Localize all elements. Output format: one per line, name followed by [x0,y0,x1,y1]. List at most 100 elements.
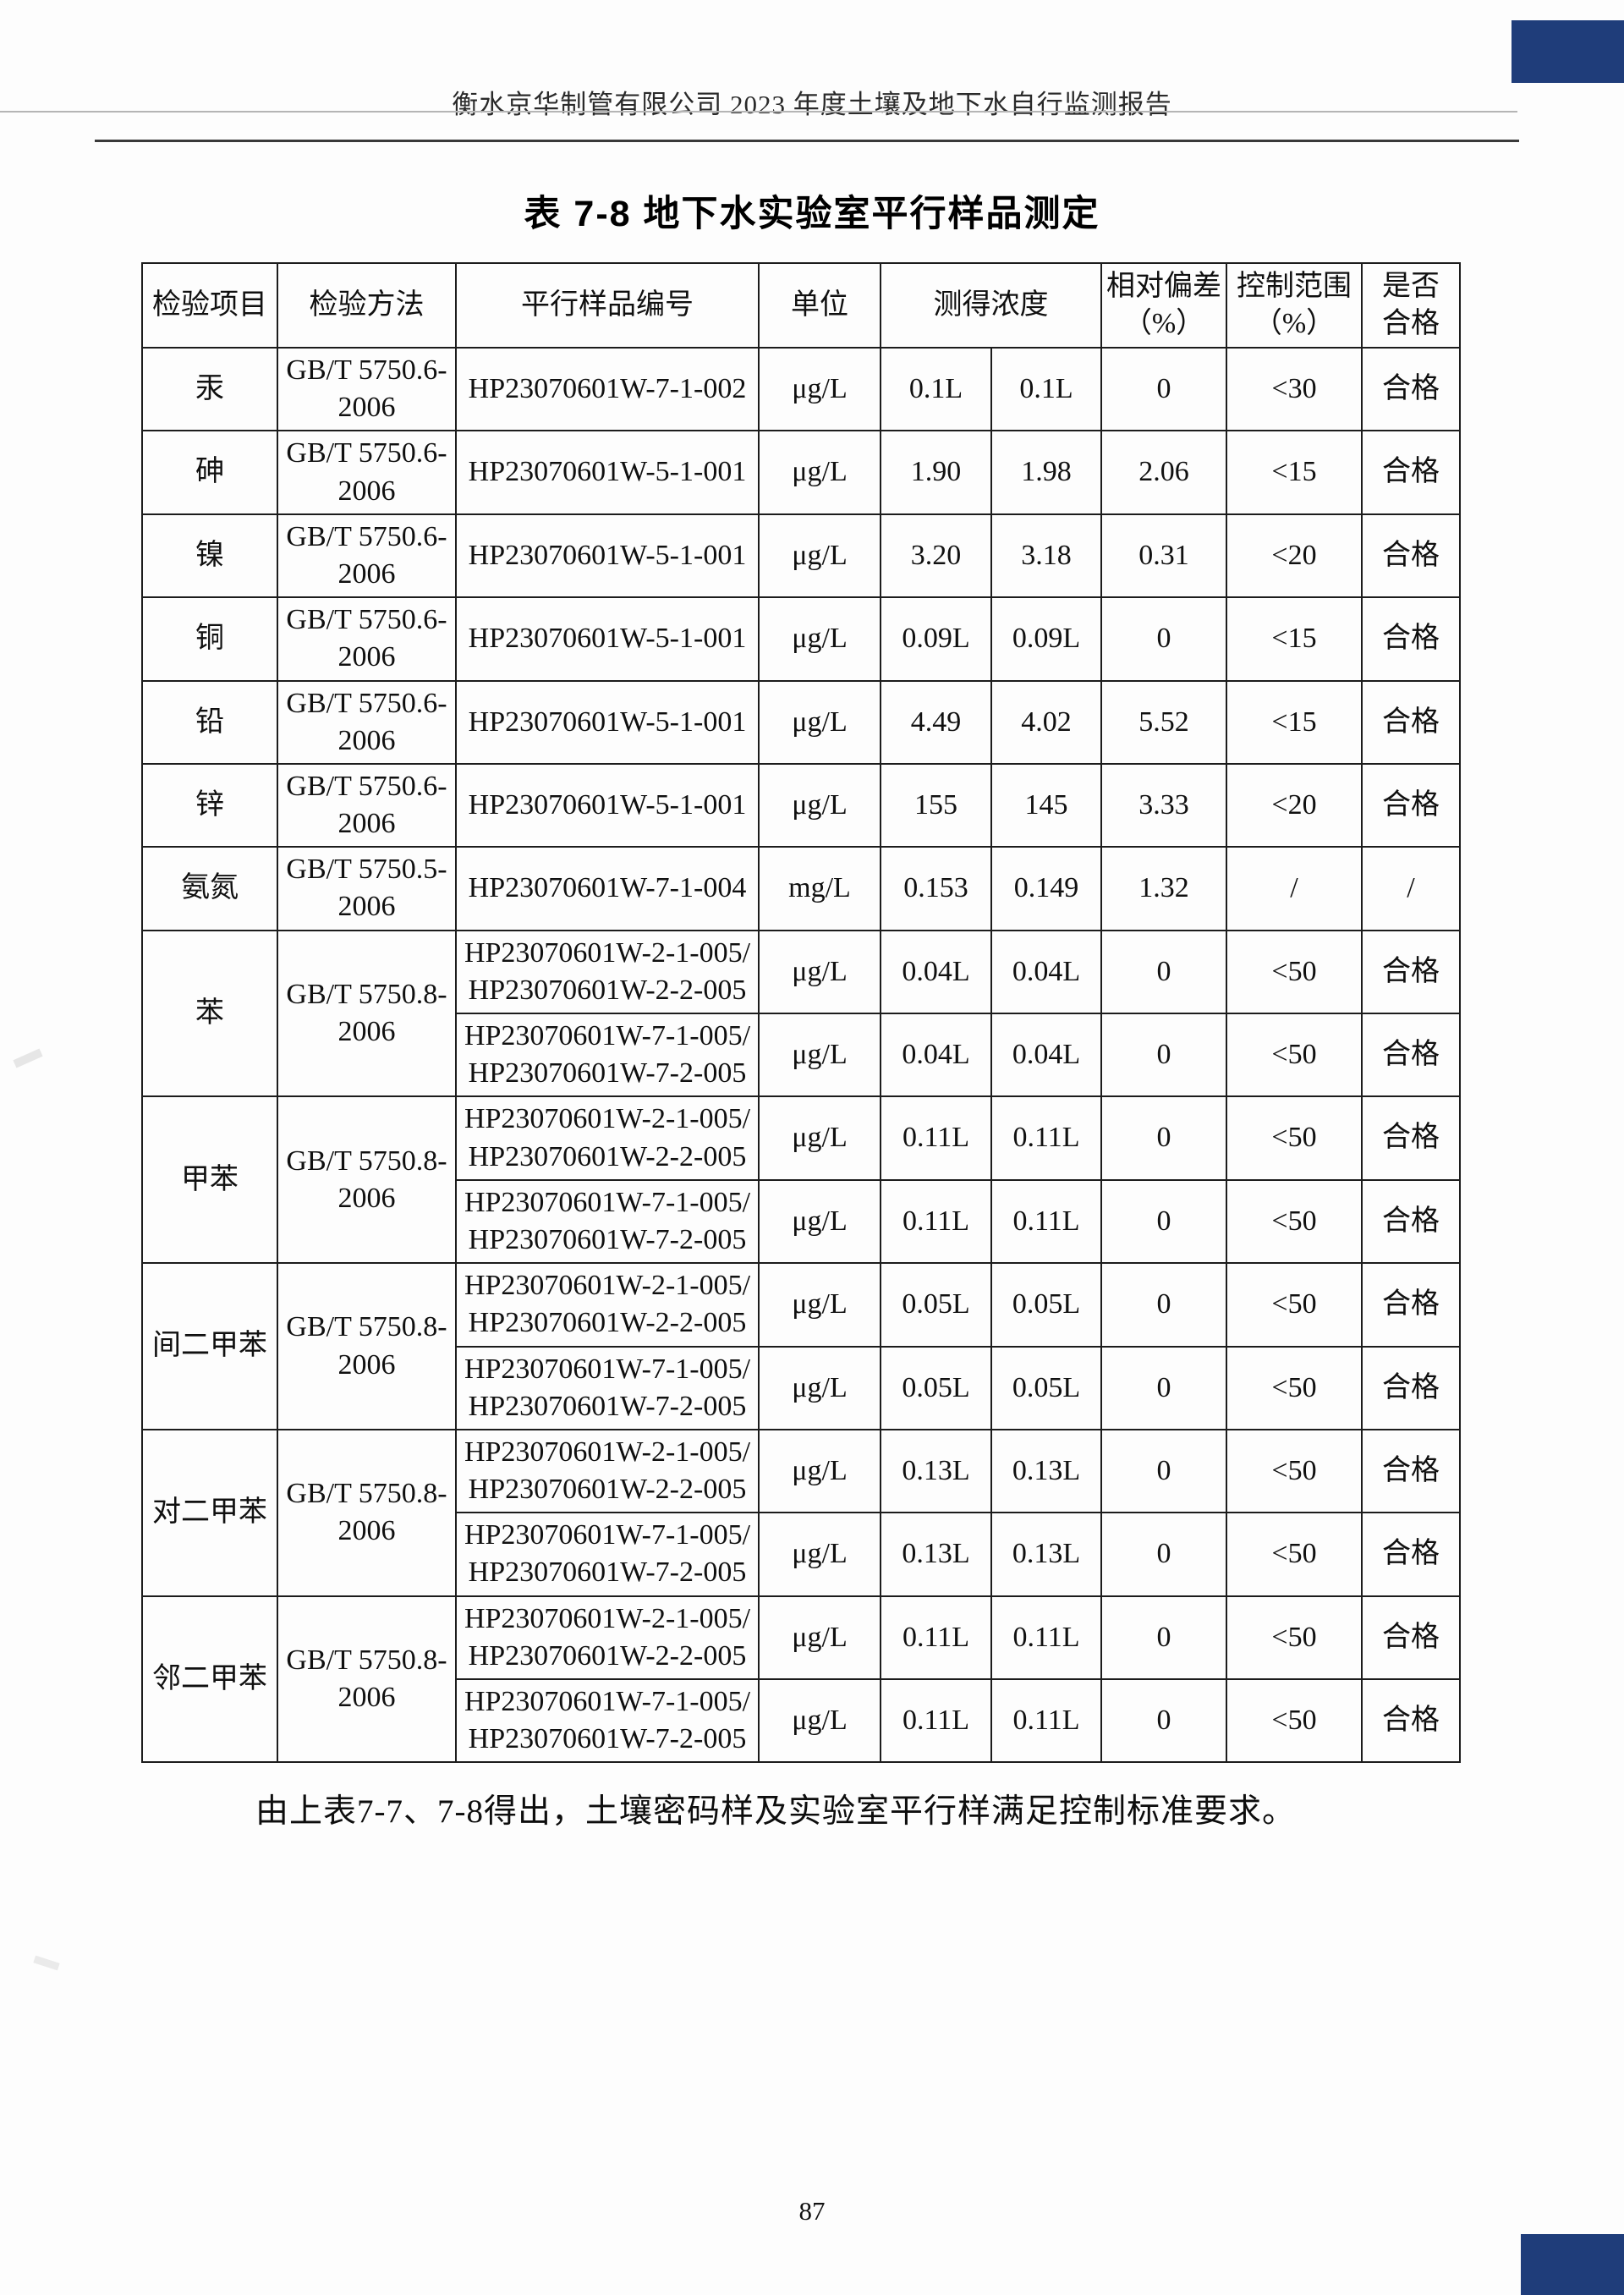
cell-deviation: 0 [1100,1595,1227,1681]
table-row-p-xylene-1: 对二甲苯 GB/T 5750.8-2006 HP23070601W-2-1-00… [141,1428,1461,1597]
table-row-lead: 铅 GB/T 5750.6-2006 HP23070601W-5-1-001 μ… [141,679,1461,765]
cell-sample: HP23070601W-7-1-004 [455,846,760,931]
cell-conc-1: 0.05L [880,1345,992,1430]
cell-control-range: <50 [1226,1512,1363,1597]
cell-control-range: <50 [1226,1345,1363,1430]
cell-deviation: 0 [1100,1262,1227,1348]
sample-id: HP23070601W-7-1-002 [468,373,747,405]
table-row-m-xylene-1: 间二甲苯 GB/T 5750.8-2006 HP23070601W-2-1-00… [141,1262,1461,1430]
cell-sample: HP23070601W-2-1-005/HP23070601W-2-2-005 [455,1428,760,1514]
cell-control-range: <15 [1226,679,1363,765]
table-row-ammonia: 氨氮 GB/T 5750.5-2006 HP23070601W-7-1-004 … [141,846,1461,931]
sample-id: HP23070601W-7-2-005 [468,1557,747,1589]
conclusion-text: 由上表7-7、7-8得出，土壤密码样及实验室平行样满足控制标准要求。 [255,1793,1296,1830]
cell-conc-2: 0.05L [990,1345,1102,1430]
scan-artifact [13,1048,43,1068]
cell-unit: μg/L [758,1095,881,1181]
cell-method: GB/T 5750.8-2006 [277,1095,457,1265]
cell-qualified: 合格 [1361,1012,1461,1098]
cell-item: 砷 [141,430,278,515]
col-unit: 单位 [758,262,881,349]
cell-conc-2: 0.09L [990,596,1102,682]
cell-qualified: 合格 [1361,1595,1461,1681]
table-row-arsenic: 砷 GB/T 5750.6-2006 HP23070601W-5-1-001 μ… [141,430,1461,515]
cell-method: GB/T 5750.6-2006 [277,346,457,432]
cell-control-range: <50 [1226,1262,1363,1348]
cell-unit: μg/L [758,679,881,765]
cell-unit: mg/L [758,846,881,931]
cell-sample: HP23070601W-5-1-001 [455,679,760,765]
cell-method: GB/T 5750.8-2006 [277,1428,457,1597]
cell-unit: μg/L [758,1262,881,1348]
cell-deviation: 0 [1100,346,1227,432]
cell-qualified: 合格 [1361,929,1461,1015]
sample-id: HP23070601W-7-1-005/ [464,1186,751,1218]
cell-conc-1: 0.04L [880,929,992,1015]
cell-qualified: 合格 [1361,1095,1461,1181]
cell-item: 铅 [141,679,278,765]
cell-conc-1: 0.11L [880,1677,992,1764]
sample-id: HP23070601W-2-2-005 [468,1639,747,1672]
table-title: 表 7-8 地下水实验室平行样品测定 [524,194,1100,234]
table-row-benzene-2: HP23070601W-7-1-005/HP23070601W-7-2-005 … [142,1012,1461,1098]
sample-id: HP23070601W-2-1-005/ [464,1270,751,1302]
table-row-m-xylene-2: HP23070601W-7-1-005/HP23070601W-7-2-005 … [142,1345,1461,1430]
sample-id: HP23070601W-2-1-005/ [464,936,751,969]
cell-conc-1: 0.153 [880,846,992,931]
cell-deviation: 1.32 [1100,846,1227,931]
sample-id: HP23070601W-2-1-005/ [464,1103,751,1135]
sample-id: HP23070601W-2-1-005/ [464,1602,751,1634]
cell-control-range: <50 [1226,1677,1363,1764]
sample-id: HP23070601W-7-1-005/ [464,1686,751,1717]
cell-qualified: 合格 [1361,1677,1461,1764]
cell-control-range: <20 [1226,513,1363,599]
col-qualified-label: 是否合格 [1382,270,1440,339]
parallel-sample-table: 检验项目 检验方法 平行样品编号 单位 测得浓度 相对偏差（%） 控制范围（%）… [141,262,1461,1764]
cell-item: 对二甲苯 [141,1428,278,1597]
cell-sample: HP23070601W-5-1-001 [455,596,760,682]
cell-deviation: 0 [1100,1677,1227,1764]
cell-conc-2: 0.04L [990,1012,1102,1098]
cell-qualified: 合格 [1361,596,1461,682]
cell-unit: μg/L [758,1012,881,1098]
col-qualified: 是否合格 [1361,262,1461,349]
header-rule-thick [95,140,1519,142]
cell-sample: HP23070601W-7-1-005/HP23070601W-7-2-005 [455,1677,760,1764]
cell-deviation: 0 [1100,1512,1227,1597]
cell-control-range: / [1226,846,1363,931]
header-rule-thin [0,111,1517,113]
cell-control-range: <15 [1226,430,1363,515]
col-control-range-label: 控制范围（%） [1237,270,1352,339]
cell-conc-2: 145 [990,762,1102,848]
cell-conc-1: 155 [880,762,992,848]
sample-id: HP23070601W-7-2-005 [468,1057,747,1090]
cell-conc-2: 0.1L [990,346,1102,432]
cell-qualified: 合格 [1361,762,1461,848]
cell-unit: μg/L [758,1512,881,1597]
col-concentration: 测得浓度 [880,262,1102,349]
table-body: 汞 GB/T 5750.6-2006 HP23070601W-7-1-002 μ… [141,346,1461,1764]
col-item: 检验项目 [141,262,278,349]
cell-method: GB/T 5750.8-2006 [277,929,457,1098]
cell-sample: HP23070601W-7-1-005/HP23070601W-7-2-005 [455,1345,760,1430]
cell-unit: μg/L [758,1178,881,1265]
sample-id: HP23070601W-5-1-001 [468,456,747,488]
cell-sample: HP23070601W-5-1-001 [455,762,760,848]
sample-id: HP23070601W-7-2-005 [468,1723,747,1755]
page-number: 87 [798,2196,826,2226]
cell-qualified: 合格 [1361,1345,1461,1430]
cell-control-range: <50 [1226,1595,1363,1681]
sample-id: HP23070601W-5-1-001 [468,623,747,655]
cell-sample: HP23070601W-2-1-005/HP23070601W-2-2-005 [455,1595,760,1681]
cell-control-range: <50 [1226,1178,1363,1265]
cell-conc-2: 0.11L [990,1595,1102,1681]
cell-unit: μg/L [758,929,881,1015]
cell-deviation: 2.06 [1100,430,1227,515]
table-row-nickel: 镍 GB/T 5750.6-2006 HP23070601W-5-1-001 μ… [141,513,1461,599]
cell-control-range: <50 [1226,1012,1363,1098]
cell-item: 铜 [141,596,278,682]
cell-sample: HP23070601W-7-1-005/HP23070601W-7-2-005 [455,1012,760,1098]
table-row-zinc: 锌 GB/T 5750.6-2006 HP23070601W-5-1-001 μ… [141,762,1461,848]
table-row-toluene-2: HP23070601W-7-1-005/HP23070601W-7-2-005 … [142,1178,1461,1265]
cell-method: GB/T 5750.5-2006 [277,846,457,931]
